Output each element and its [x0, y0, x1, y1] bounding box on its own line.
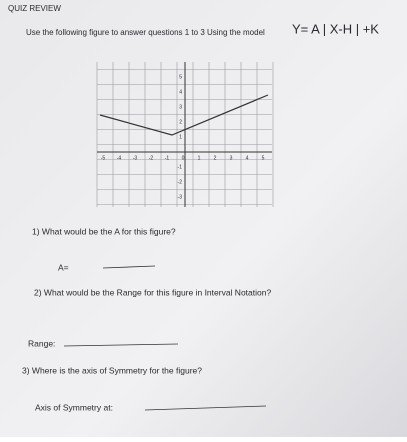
- instructions: Use the following figure to answer quest…: [26, 28, 265, 37]
- y-axis-label: -2: [178, 179, 183, 185]
- model-equation: Y= A | X-H | +K: [292, 21, 379, 36]
- absolute-value-graph: [99, 94, 269, 136]
- answer-label-2: Range:: [28, 338, 55, 348]
- x-axis-label: -5: [101, 155, 106, 161]
- x-axis-label: -2: [149, 155, 154, 161]
- answer-line-2: [63, 343, 179, 347]
- y-axis-label: 3: [179, 104, 182, 110]
- y-axis-label: -3: [178, 194, 183, 200]
- x-axis-label: 3: [230, 155, 233, 161]
- y-axis-label: 2: [179, 119, 182, 125]
- answer-label-1: A=: [58, 262, 69, 272]
- x-axis-label: -3: [133, 155, 138, 161]
- y-axis-label: 1: [179, 134, 182, 140]
- answer-line-1: [102, 265, 156, 269]
- question-1: 1) What would be the A for this figure?: [32, 226, 176, 236]
- x-axis-label: -4: [117, 155, 122, 161]
- x-axis-label: 4: [246, 155, 249, 161]
- axis-labels: -5 -4 -3 -2 -1 0 1 2 3 4 5 5 4 3 2 1 -1 -2 -3: [101, 74, 265, 200]
- y-axis-label: 5: [179, 74, 182, 80]
- x-axis-label: 5: [262, 155, 265, 161]
- answer-line-3: [144, 405, 267, 411]
- question-2: 2) What would be the Range for this figu…: [34, 287, 271, 297]
- y-axis-label: -1: [178, 164, 183, 170]
- x-axis-label: 1: [198, 155, 201, 161]
- question-3: 3) Where is the axis of Symmetry for the…: [22, 365, 202, 375]
- x-axis-label: -1: [165, 155, 170, 161]
- answer-label-3: Axis of Symmetry at:: [35, 402, 113, 412]
- y-axis-label: 4: [179, 89, 182, 95]
- x-axis-label: 0: [182, 155, 185, 161]
- quiz-title: QUIZ REVIEW: [8, 4, 61, 13]
- x-axis-label: 2: [214, 155, 217, 161]
